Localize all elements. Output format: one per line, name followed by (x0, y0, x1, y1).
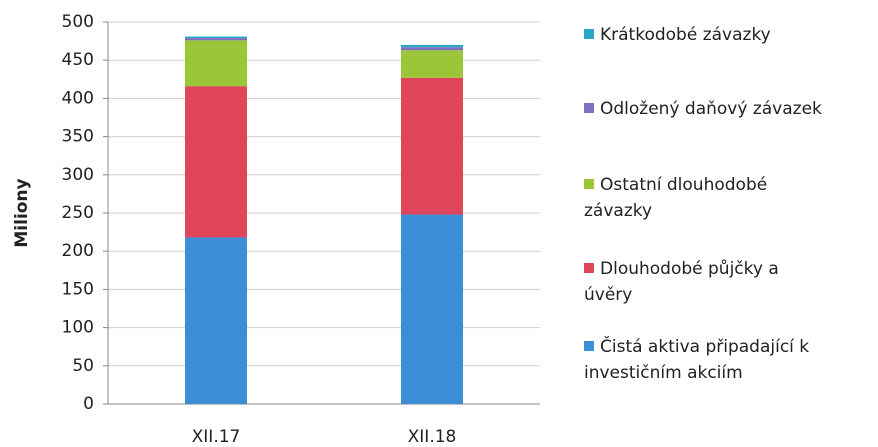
bar-segment (185, 86, 247, 238)
y-axis-label: Miliony (12, 178, 32, 247)
y-tick-label: 500 (62, 12, 94, 32)
legend-label: Odložený daňový závazek (600, 99, 822, 119)
bar-segment (185, 40, 247, 87)
y-tick-label: 150 (62, 279, 94, 299)
legend-item: Krátkodobé závazky (584, 22, 874, 48)
bar-segment (185, 36, 247, 39)
y-tick-label: 450 (62, 50, 94, 70)
legend-swatch (584, 29, 594, 39)
legend-swatch (584, 103, 594, 113)
bar-segment (401, 47, 463, 51)
y-tick-label: 0 (83, 394, 94, 414)
bar-segment (185, 38, 247, 41)
legend-label: Ostatní dlouhodobé závazky (584, 175, 768, 221)
legend-item: Čistá aktiva připadající k investičním a… (584, 334, 864, 386)
legend-label: Čistá aktiva připadající k investičním a… (584, 337, 810, 383)
y-tick-label: 300 (62, 165, 94, 185)
y-tick-label: 350 (62, 127, 94, 147)
legend-swatch (584, 341, 594, 351)
bar-segment (401, 77, 463, 215)
legend-item: Ostatní dlouhodobé závazky (584, 172, 814, 224)
bar-segment (401, 44, 463, 48)
legend-item: Dlouhodobé půjčky a úvěry (584, 256, 814, 308)
x-tick-label: XII.17 (192, 427, 241, 447)
bar-segment (401, 214, 463, 404)
legend-item: Odložený daňový závazek (584, 96, 874, 122)
legend-swatch (584, 179, 594, 189)
y-tick-label: 400 (62, 88, 94, 108)
y-tick-label: 200 (62, 241, 94, 261)
y-tick-label: 100 (62, 318, 94, 338)
legend-label: Krátkodobé závazky (600, 25, 771, 45)
x-tick-label: XII.18 (408, 427, 457, 447)
y-tick-label: 50 (72, 356, 94, 376)
bar-segment (401, 50, 463, 78)
bar-segment (185, 237, 247, 404)
legend-swatch (584, 263, 594, 273)
legend-label: Dlouhodobé půjčky a úvěry (584, 259, 779, 305)
y-tick-label: 250 (62, 203, 94, 223)
